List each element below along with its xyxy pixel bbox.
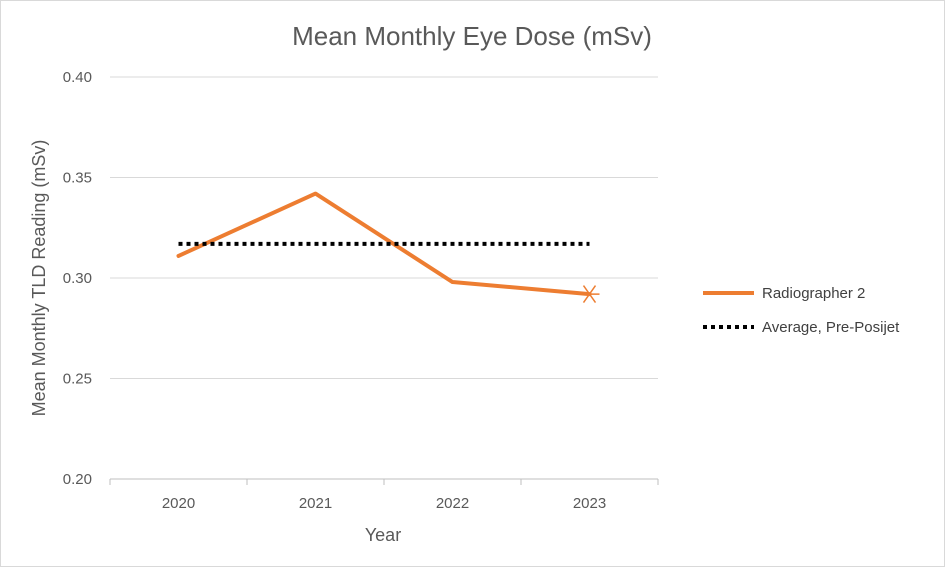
series-lines (176, 191, 600, 304)
y-tick-labels: 0.20 0.25 0.30 0.35 0.40 (63, 69, 92, 488)
y-tick-label: 0.20 (63, 471, 92, 488)
legend-label: Average, Pre-Posijet (762, 319, 900, 336)
x-tick-label: 2020 (162, 495, 195, 512)
asterisk-marker (579, 285, 600, 304)
legend: Radiographer 2 Average, Pre-Posijet (703, 285, 900, 336)
y-tick-label: 0.40 (63, 69, 92, 86)
y-axis-title: Mean Monthly TLD Reading (mSv) (29, 140, 49, 417)
asterisk-stroke (582, 285, 597, 304)
x-axis: 2020 2021 2022 2023 (109, 478, 659, 512)
y-tick-label: 0.35 (63, 170, 92, 187)
x-axis-title: Year (365, 525, 401, 545)
y-tick-label: 0.25 (63, 371, 92, 388)
x-tick-label: 2023 (573, 495, 606, 512)
gridlines (110, 76, 658, 379)
x-tick-label: 2022 (436, 495, 469, 512)
y-tick-label: 0.30 (63, 270, 92, 287)
series-line (176, 191, 592, 297)
chart-title: Mean Monthly Eye Dose (mSv) (292, 21, 652, 51)
x-tick-label: 2021 (299, 495, 332, 512)
legend-label: Radiographer 2 (762, 285, 865, 302)
